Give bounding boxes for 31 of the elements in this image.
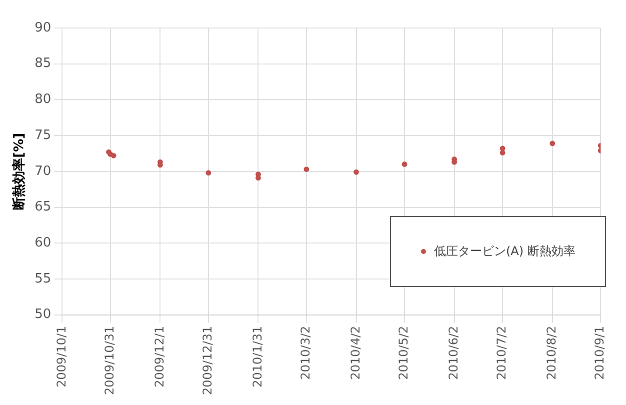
y-tick-label: 60: [34, 236, 52, 250]
x-tick-label: 2010/3/2: [298, 326, 313, 380]
x-tick-label: 2010/6/2: [446, 326, 460, 380]
x-tick-label: 2010/1/31: [250, 326, 264, 388]
y-tick-label: 75: [34, 128, 52, 143]
legend-label: 低圧タービン(A) 断熱効率: [434, 243, 576, 260]
y-tick-label: 55: [34, 271, 52, 286]
y-tick-label: 90: [34, 20, 52, 36]
x-tick-label: 2009/12/31: [200, 326, 215, 396]
point: [550, 140, 556, 146]
point: [402, 162, 408, 167]
x-tick-label: 2010/5/2: [396, 326, 411, 380]
x-tick-label: 2010/7/2: [494, 326, 509, 380]
y-axis-title: 断熱効率[%]: [11, 132, 28, 210]
x-tick-label: 2010/8/2: [544, 326, 559, 380]
x-tick-label: 2009/10/1: [54, 326, 68, 388]
legend-frame: 低圧タービン(A) 断熱効率: [390, 216, 606, 287]
y-tick-label: 85: [34, 56, 52, 72]
point: [354, 169, 359, 175]
point: [500, 150, 506, 156]
x-tick-label: 2010/4/2: [348, 326, 362, 380]
x-tick-label: 2010/9/1: [592, 326, 607, 380]
y-tick-label: 70: [34, 164, 52, 179]
y-tick-label: 80: [34, 92, 52, 108]
x-tick-label: 2009/10/31: [102, 326, 116, 396]
x-tick-label: 2009/12/1: [152, 326, 166, 388]
y-tick-label: 65: [34, 200, 52, 215]
y-tick-label: 50: [34, 307, 52, 322]
point: [110, 152, 116, 158]
point: [206, 170, 212, 176]
point: [304, 166, 310, 172]
